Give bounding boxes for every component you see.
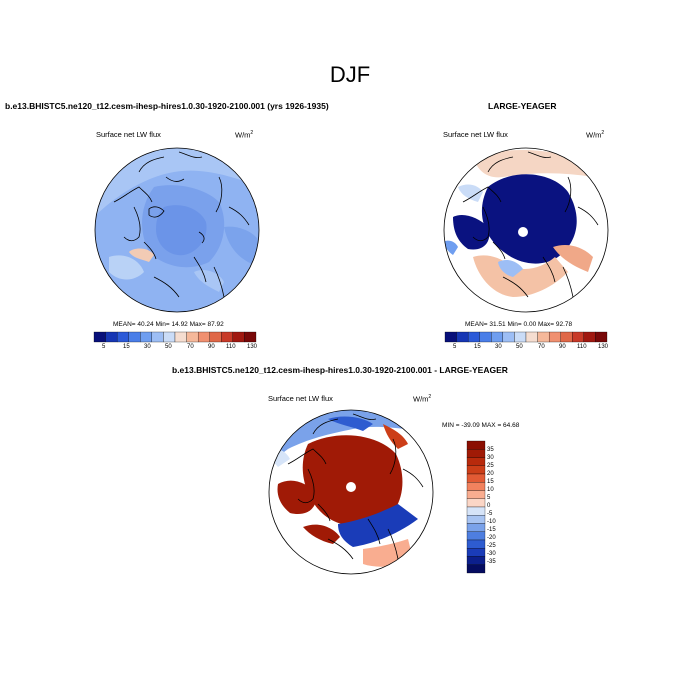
colorbar-swatch	[466, 490, 486, 499]
colorbar-swatch	[466, 440, 486, 450]
colorbar-swatch	[221, 331, 234, 343]
panel-1-variable-label: Surface net LW flux	[96, 130, 161, 139]
colorbar-swatch	[444, 331, 457, 343]
colorbar-swatch	[467, 331, 480, 343]
cb3-label: -25	[487, 543, 496, 549]
colorbar-swatch	[93, 331, 106, 343]
panel-2-units: W/m2	[586, 130, 605, 140]
cb1-label: 30	[144, 344, 151, 350]
cb2-label: 110	[577, 344, 587, 350]
colorbar-swatch	[572, 331, 585, 343]
colorbar-swatch	[456, 331, 469, 343]
cb3-label: -35	[487, 559, 496, 565]
panel-2-stats: MEAN= 31.51 Min= 0.00 Max= 92.78	[465, 321, 573, 328]
colorbar-swatch	[128, 331, 141, 343]
colorbar-swatch	[502, 331, 515, 343]
colorbar-swatch	[466, 506, 486, 516]
panel-1-units: W/m2	[235, 130, 254, 140]
cb3-label: 0	[487, 503, 491, 509]
colorbar-swatch	[244, 331, 257, 343]
colorbar-swatch	[209, 331, 222, 343]
panel-2-colorbar	[444, 331, 608, 343]
colorbar-swatch	[466, 564, 486, 574]
colorbar-swatch	[466, 482, 486, 491]
colorbar-swatch	[560, 331, 573, 343]
colorbar-swatch	[537, 331, 550, 343]
colorbar-swatch	[140, 331, 153, 343]
cb2-label: 30	[495, 344, 502, 350]
cb2-label: 15	[474, 344, 481, 350]
cb2-label: 70	[538, 344, 545, 350]
panel-3-stats: MIN = -39.09 MAX = 64.68	[442, 422, 520, 429]
panel-2-variable-label: Surface net LW flux	[443, 130, 508, 139]
cb3-label: -30	[487, 551, 496, 557]
colorbar-swatch	[466, 539, 486, 549]
panel-3-colorbar-labels: 35 30 25 20 15 10 5 0 -5 -10 -15 -20 -25…	[487, 441, 517, 573]
colorbar-swatch	[466, 465, 486, 475]
cb3-label: -10	[487, 519, 496, 525]
colorbar-swatch	[491, 331, 504, 343]
panel-1-stats: MEAN= 40.24 Min= 14.92 Max= 87.92	[113, 321, 224, 328]
colorbar-swatch	[116, 331, 129, 343]
cb1-label: 15	[123, 344, 130, 350]
cb2-label: 130	[598, 344, 609, 350]
panel-2-title: LARGE-YEAGER	[488, 101, 557, 111]
colorbar-swatch	[466, 457, 486, 466]
cb2-label: 50	[516, 344, 523, 350]
panel-1-colorbar	[93, 331, 257, 343]
colorbar-swatch	[186, 331, 199, 343]
cb3-label: 5	[487, 495, 491, 501]
cb2-label: 90	[559, 344, 566, 350]
cb1-label: 130	[247, 344, 258, 350]
colorbar-swatch	[197, 331, 210, 343]
panel-3-colorbar	[466, 440, 486, 574]
colorbar-swatch	[105, 331, 118, 343]
colorbar-swatch	[163, 331, 176, 343]
panel-3-title: b.e13.BHISTC5.ne120_t12.cesm-ihesp-hires…	[172, 365, 508, 375]
cb3-label: -15	[487, 527, 496, 533]
colorbar-swatch	[466, 556, 486, 565]
cb3-label: 20	[487, 471, 494, 477]
colorbar-swatch	[151, 331, 164, 343]
cb3-label: -20	[487, 535, 496, 541]
panel-2-colorbar-labels: 5 15 30 50 70 90 110 130	[445, 344, 609, 354]
colorbar-swatch	[466, 515, 486, 524]
panel-3-units: W/m2	[413, 394, 432, 404]
cb1-label: 90	[208, 344, 215, 350]
cb1-label: 70	[187, 344, 194, 350]
colorbar-swatch	[466, 531, 486, 541]
cb3-label: 10	[487, 487, 494, 493]
colorbar-swatch	[525, 331, 538, 343]
cb3-label: 30	[487, 455, 494, 461]
panel-1-title: b.e13.BHISTC5.ne120_t12.cesm-ihesp-hires…	[5, 101, 329, 111]
colorbar-swatch	[466, 498, 486, 508]
colorbar-swatch	[514, 331, 527, 343]
colorbar-swatch	[174, 331, 187, 343]
colorbar-swatch	[466, 473, 486, 483]
colorbar-swatch	[232, 331, 245, 343]
cb2-label: 5	[453, 344, 457, 350]
cb1-label: 50	[165, 344, 172, 350]
colorbar-swatch	[466, 523, 486, 532]
cb1-label: 5	[102, 344, 106, 350]
cb3-label: 15	[487, 479, 494, 485]
colorbar-swatch	[583, 331, 596, 343]
panel-3-map	[268, 409, 434, 575]
figure-title: DJF	[329, 62, 371, 87]
cb3-label: 35	[487, 447, 494, 453]
colorbar-swatch	[466, 449, 486, 458]
colorbar-swatch	[595, 331, 608, 343]
colorbar-swatch	[479, 331, 492, 343]
cb1-label: 110	[226, 344, 236, 350]
panel-1-map	[94, 147, 260, 313]
panel-1-colorbar-labels: 5 15 30 50 70 90 110 130	[94, 344, 258, 354]
colorbar-swatch	[466, 548, 486, 557]
panel-2-map	[443, 147, 609, 313]
cb3-label: -5	[487, 511, 493, 517]
cb3-label: 25	[487, 463, 494, 469]
colorbar-swatch	[548, 331, 561, 343]
panel-3-variable-label: Surface net LW flux	[268, 394, 333, 403]
